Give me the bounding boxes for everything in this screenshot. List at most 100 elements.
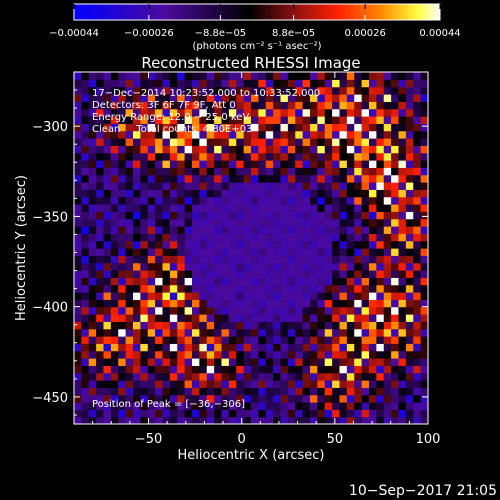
heatmap-cell xyxy=(317,189,326,198)
heatmap-cell xyxy=(133,182,141,190)
heatmap-cell xyxy=(140,321,149,330)
heatmap-cell xyxy=(398,372,407,381)
heatmap-cell xyxy=(110,270,119,278)
heatmap-cell xyxy=(413,204,422,212)
heatmap-cell xyxy=(413,358,422,366)
heatmap-cell xyxy=(140,101,149,110)
heatmap-cell xyxy=(369,130,377,139)
heatmap-cell xyxy=(391,387,400,396)
heatmap-cell xyxy=(236,123,245,132)
heatmap-cell xyxy=(369,182,377,190)
heatmap-cell xyxy=(391,409,400,418)
heatmap-cell xyxy=(206,152,215,161)
heatmap-cell xyxy=(273,292,282,300)
heatmap-cell xyxy=(192,189,200,198)
heatmap-cell xyxy=(376,233,385,242)
heatmap-cell xyxy=(420,306,428,315)
heatmap-cell xyxy=(354,277,363,286)
heatmap-cell xyxy=(251,233,259,242)
heatmap-cell xyxy=(251,72,259,80)
heatmap-cell xyxy=(81,292,90,300)
heatmap-cell xyxy=(103,270,112,278)
heatmap-cell xyxy=(228,116,237,124)
heatmap-cell xyxy=(302,72,311,80)
heatmap-cell xyxy=(398,94,407,102)
heatmap-cell xyxy=(258,394,267,403)
heatmap-cell xyxy=(346,145,355,154)
heatmap-cell xyxy=(302,233,311,242)
heatmap-cell xyxy=(287,350,296,359)
heatmap-cell xyxy=(192,416,200,424)
heatmap-cell xyxy=(332,321,341,330)
heatmap-cell xyxy=(147,321,156,330)
heatmap-cell xyxy=(81,211,90,220)
heatmap-cell xyxy=(391,152,400,161)
heatmap-cell xyxy=(287,343,296,352)
colorbar-unit-label: (photons cm⁻² s⁻¹ asec⁻²) xyxy=(192,41,321,52)
heatmap-cell xyxy=(81,284,90,293)
heatmap-cell xyxy=(162,130,171,139)
heatmap-cell xyxy=(346,336,355,344)
heatmap-cell xyxy=(413,409,422,418)
heatmap-cell xyxy=(361,299,370,308)
heatmap-cell xyxy=(391,248,400,256)
heatmap-cell xyxy=(118,306,127,315)
heatmap-cell xyxy=(177,182,186,190)
heatmap-cell xyxy=(295,343,304,352)
heatmap-cell xyxy=(169,226,178,234)
heatmap-cell xyxy=(265,145,274,154)
heatmap-cell xyxy=(118,299,127,308)
heatmap-cell xyxy=(324,299,333,308)
heatmap-cell xyxy=(96,314,105,322)
heatmap-cell xyxy=(155,380,164,388)
heatmap-cell xyxy=(88,116,97,124)
heatmap-cell xyxy=(125,240,134,249)
heatmap-cell xyxy=(265,167,274,176)
heatmap-cell xyxy=(420,138,428,146)
heatmap-cell xyxy=(228,160,237,168)
heatmap-cell xyxy=(206,372,215,381)
heatmap-cell xyxy=(118,108,127,117)
heatmap-cell xyxy=(162,211,171,220)
heatmap-cell xyxy=(361,321,370,330)
heatmap-cell xyxy=(236,211,245,220)
heatmap-cell xyxy=(96,372,105,381)
heatmap-cell xyxy=(361,94,370,102)
heatmap-cell xyxy=(81,182,90,190)
heatmap-cell xyxy=(155,372,164,381)
heatmap-cell xyxy=(273,365,282,374)
heatmap-cell xyxy=(184,292,193,300)
heatmap-cell xyxy=(133,167,141,176)
heatmap-cell xyxy=(354,189,363,198)
heatmap-cell xyxy=(184,72,193,80)
heatmap-cell xyxy=(405,174,414,183)
heatmap-cell xyxy=(162,94,171,102)
heatmap-cell xyxy=(96,365,105,374)
heatmap-cell xyxy=(96,336,105,344)
heatmap-cell xyxy=(324,387,333,396)
heatmap-cell xyxy=(96,101,105,110)
heatmap-cell xyxy=(110,196,119,205)
heatmap-cell xyxy=(332,358,341,366)
heatmap-cell xyxy=(88,262,97,271)
heatmap-cell xyxy=(339,226,348,234)
heatmap-cell xyxy=(251,145,259,154)
heatmap-cell xyxy=(265,130,274,139)
heatmap-cell xyxy=(346,79,355,88)
heatmap-cell xyxy=(192,101,200,110)
heatmap-cell xyxy=(251,292,259,300)
heatmap-cell xyxy=(221,94,230,102)
heatmap-cell xyxy=(228,182,237,190)
heatmap-cell xyxy=(420,204,428,212)
heatmap-cell xyxy=(405,204,414,212)
y-tick-label: −450 xyxy=(32,391,68,406)
heatmap-cell xyxy=(339,86,348,95)
heatmap-cell xyxy=(206,314,215,322)
y-tick-label: −400 xyxy=(32,301,68,316)
heatmap-cell xyxy=(391,240,400,249)
heatmap-cell xyxy=(258,343,267,352)
heatmap-cell xyxy=(413,211,422,220)
heatmap-cell xyxy=(420,350,428,359)
heatmap-cell xyxy=(346,394,355,403)
heatmap-cell xyxy=(206,116,215,124)
